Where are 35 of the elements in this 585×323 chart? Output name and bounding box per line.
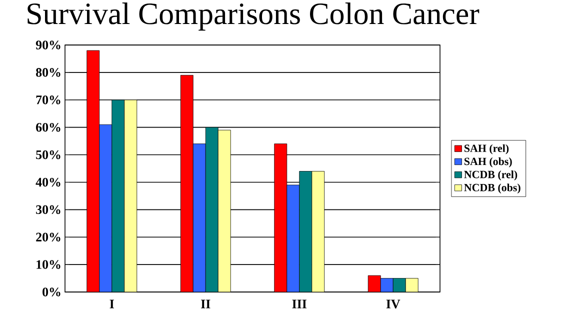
- y-tick-label: 30%: [36, 205, 60, 214]
- y-tick-label: 70%: [36, 96, 60, 104]
- x-tick-label: II: [201, 300, 210, 308]
- bar: [274, 144, 288, 292]
- bar: [86, 50, 100, 292]
- x-tick-label: III: [292, 300, 306, 308]
- x-tick-label: IV: [386, 300, 400, 308]
- bar: [299, 171, 312, 292]
- bar: [286, 184, 300, 292]
- y-tick-label: 50%: [36, 150, 60, 160]
- bar: [405, 278, 418, 292]
- y-tick-label: 90%: [36, 40, 60, 50]
- y-tick-label: 80%: [36, 68, 60, 77]
- chart-title: Survival Comparisons Colon Cancer: [28, 2, 480, 31]
- bar: [392, 278, 406, 292]
- y-tick-label: 0%: [42, 288, 60, 296]
- bar: [380, 278, 394, 292]
- bar: [368, 275, 381, 292]
- x-tick-label: I: [110, 300, 114, 308]
- y-tick-label: 10%: [36, 260, 60, 269]
- bar: [99, 124, 112, 292]
- legend-label: SAH (obs): [464, 157, 512, 168]
- bar: [112, 100, 125, 292]
- bar: [124, 100, 138, 292]
- bar: [218, 130, 231, 292]
- bar: [180, 74, 194, 292]
- y-tick-label: 20%: [36, 232, 60, 242]
- legend-label: NCDB (obs): [464, 184, 520, 194]
- bar: [312, 171, 325, 292]
- legend-label: NCDB (rel): [464, 170, 518, 180]
- bar: [205, 127, 218, 292]
- y-tick-label: 40%: [36, 178, 60, 187]
- y-tick-label: 60%: [36, 122, 60, 132]
- legend-label: SAH (rel): [464, 144, 509, 154]
- bar: [192, 144, 206, 292]
